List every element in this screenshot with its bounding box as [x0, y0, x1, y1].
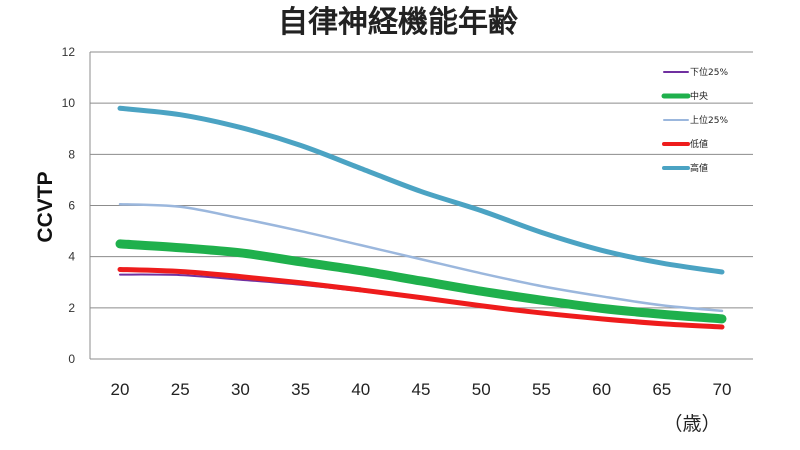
y-tick-label: 0 [68, 352, 75, 366]
x-axis-unit: （歳） [663, 413, 720, 435]
x-tick-label: 70 [713, 380, 732, 399]
y-tick-label: 8 [68, 147, 75, 161]
x-tick-label: 60 [592, 380, 611, 399]
axes [89, 52, 753, 360]
y-tick-label: 6 [68, 199, 75, 213]
chart-title: 自律神経機能年齢 [278, 5, 518, 40]
x-tick-label: 65 [652, 380, 671, 399]
y-axis-label: CCVTP [34, 171, 57, 242]
series-line [117, 266, 725, 330]
y-tick-label: 10 [62, 96, 76, 110]
legend-label: 上位25% [690, 114, 728, 126]
x-tick-label: 45 [412, 380, 431, 399]
y-tick-label: 4 [68, 250, 75, 264]
legend-label: 低値 [690, 138, 708, 150]
series-line [117, 105, 725, 275]
legend-label: 中央 [690, 90, 708, 102]
legend-label: 高値 [690, 162, 708, 174]
x-tick-label: 35 [291, 380, 310, 399]
y-tick-label: 12 [62, 45, 76, 59]
x-tick-label: 40 [351, 380, 370, 399]
x-tick-label: 50 [472, 380, 491, 399]
y-tick-label: 2 [68, 301, 75, 315]
y-tick-labels: 0 2 4 6 8 10 12 [62, 45, 76, 366]
legend-label: 下位25% [690, 66, 728, 78]
x-tick-label: 30 [231, 380, 250, 399]
x-tick-label: 20 [111, 380, 130, 399]
x-tick-label: 55 [532, 380, 551, 399]
series-line [115, 239, 727, 324]
series-lines [115, 105, 727, 330]
series-line [118, 202, 724, 313]
gridlines [90, 51, 753, 309]
x-tick-label: 25 [171, 380, 190, 399]
x-tick-labels: 20 25 30 35 40 45 50 55 60 65 70 [111, 380, 732, 399]
